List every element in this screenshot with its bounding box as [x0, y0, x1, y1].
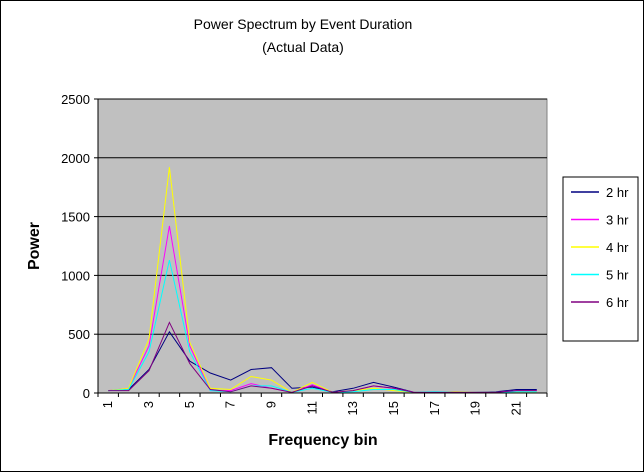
plot-area	[97, 98, 548, 394]
legend-label: 5 hr	[606, 268, 629, 283]
chart-title: Power Spectrum by Event Duration	[194, 16, 413, 32]
y-axis-title: Power	[26, 222, 43, 270]
series-line-6-hr	[108, 321, 537, 393]
x-tick-label: 9	[263, 401, 278, 408]
y-tick-label: 1500	[61, 210, 90, 225]
legend: 2 hr 3 hr 4 hr 5 hr 6 hr	[562, 176, 639, 342]
legend-label: 4 hr	[606, 240, 629, 255]
y-tick-label: 0	[83, 386, 90, 401]
x-tick-label: 7	[223, 401, 238, 408]
y-tick-label: 1000	[61, 268, 90, 283]
y-tick-label: 500	[68, 327, 90, 342]
chart-subtitle: (Actual Data)	[262, 39, 344, 55]
x-tick-label: 11	[304, 401, 319, 415]
x-tick-label: 19	[468, 401, 483, 415]
y-tick-label: 2000	[61, 151, 90, 166]
legend-label: 2 hr	[606, 185, 629, 200]
legend-label: 6 hr	[606, 295, 629, 310]
x-tick-label: 15	[386, 401, 401, 415]
x-axis-ticks: 1 3 5 7 9 11 13 15 17 19 21	[97, 393, 548, 415]
y-axis-ticks: 0 500 1000 1500 2000 2500	[61, 92, 98, 401]
x-axis-title: Frequency bin	[268, 432, 377, 449]
x-tick-label: 1	[100, 401, 115, 408]
x-tick-label: 17	[427, 401, 442, 415]
series-lines	[108, 167, 537, 393]
y-tick-label: 2500	[61, 92, 90, 107]
legend-label: 3 hr	[606, 213, 629, 228]
x-tick-label: 21	[508, 401, 523, 415]
legend-items: 2 hr 3 hr 4 hr 5 hr 6 hr	[571, 185, 629, 310]
x-tick-label: 3	[141, 401, 156, 408]
x-tick-label: 13	[345, 401, 360, 415]
x-tick-label: 5	[182, 401, 197, 408]
legend-box	[562, 176, 639, 342]
